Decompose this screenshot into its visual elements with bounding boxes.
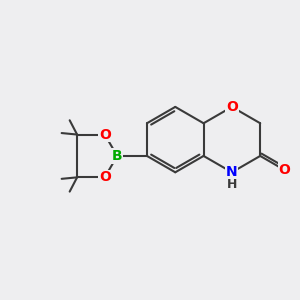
Text: H: H (227, 178, 237, 191)
Text: O: O (279, 163, 291, 177)
Text: B: B (112, 149, 122, 163)
Text: O: O (99, 128, 111, 142)
Text: O: O (226, 100, 238, 114)
Text: N: N (226, 165, 238, 179)
Text: O: O (99, 170, 111, 184)
